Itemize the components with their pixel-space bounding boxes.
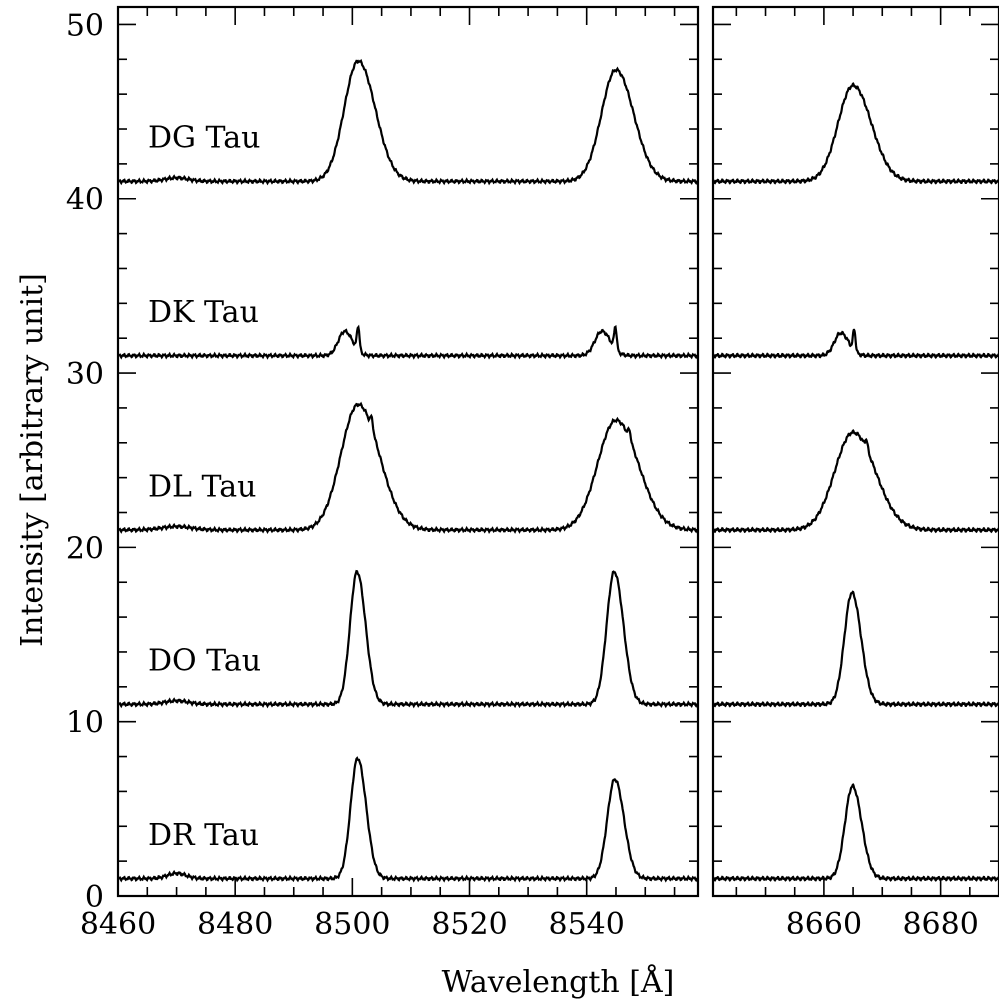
x-axis-label: Wavelength [Å]: [442, 964, 675, 1000]
series-label-dl-tau: DL Tau: [148, 469, 256, 504]
x-tick-label: 8660: [786, 907, 862, 942]
spectrum-dl-tau-right: [712, 428, 999, 534]
x-tick-label: 8680: [902, 907, 978, 942]
spectrum-dg-tau-left: [117, 58, 698, 186]
x-tick-label: 8480: [197, 907, 273, 942]
series-label-dk-tau: DK Tau: [148, 295, 259, 330]
y-tick-label: 30: [66, 357, 104, 392]
x-tick-label: 8540: [549, 907, 625, 942]
y-tick-label: 40: [66, 183, 104, 218]
y-tick-label: 10: [66, 706, 104, 741]
plot-frame-left: [116, 5, 700, 898]
x-tick-label: 8500: [314, 907, 390, 942]
y-axis-label: Intensity [arbitrary unit]: [15, 273, 50, 647]
spectrum-dk-tau-left: [117, 324, 698, 360]
series-label-dr-tau: DR Tau: [148, 818, 259, 853]
panel-right: 8660 8680: [711, 5, 999, 942]
spectrum-dr-tau-left: [117, 756, 698, 883]
panel-left: 8460 8480 8500 8520 8540 0 10 20 30 40 50 DG Tau DK …: [66, 5, 700, 942]
x-tick-label: 8520: [431, 907, 507, 942]
spectrum-dr-tau-right: [712, 783, 999, 882]
y-tick-label: 20: [66, 531, 104, 566]
spectrum-do-tau-left: [117, 569, 698, 709]
spectrum-dl-tau-left: [117, 401, 698, 535]
spectrum-dg-tau-right: [712, 82, 999, 185]
plot-frame-right: [711, 5, 999, 898]
spectrum-dk-tau-right: [712, 328, 999, 360]
x-tick-label: 8460: [80, 907, 156, 942]
spectrum-do-tau-right: [712, 590, 999, 708]
y-tick-label: 50: [66, 8, 104, 43]
series-label-do-tau: DO Tau: [148, 644, 261, 679]
y-tick-label: 0: [85, 880, 104, 915]
series-label-dg-tau: DG Tau: [148, 121, 260, 156]
